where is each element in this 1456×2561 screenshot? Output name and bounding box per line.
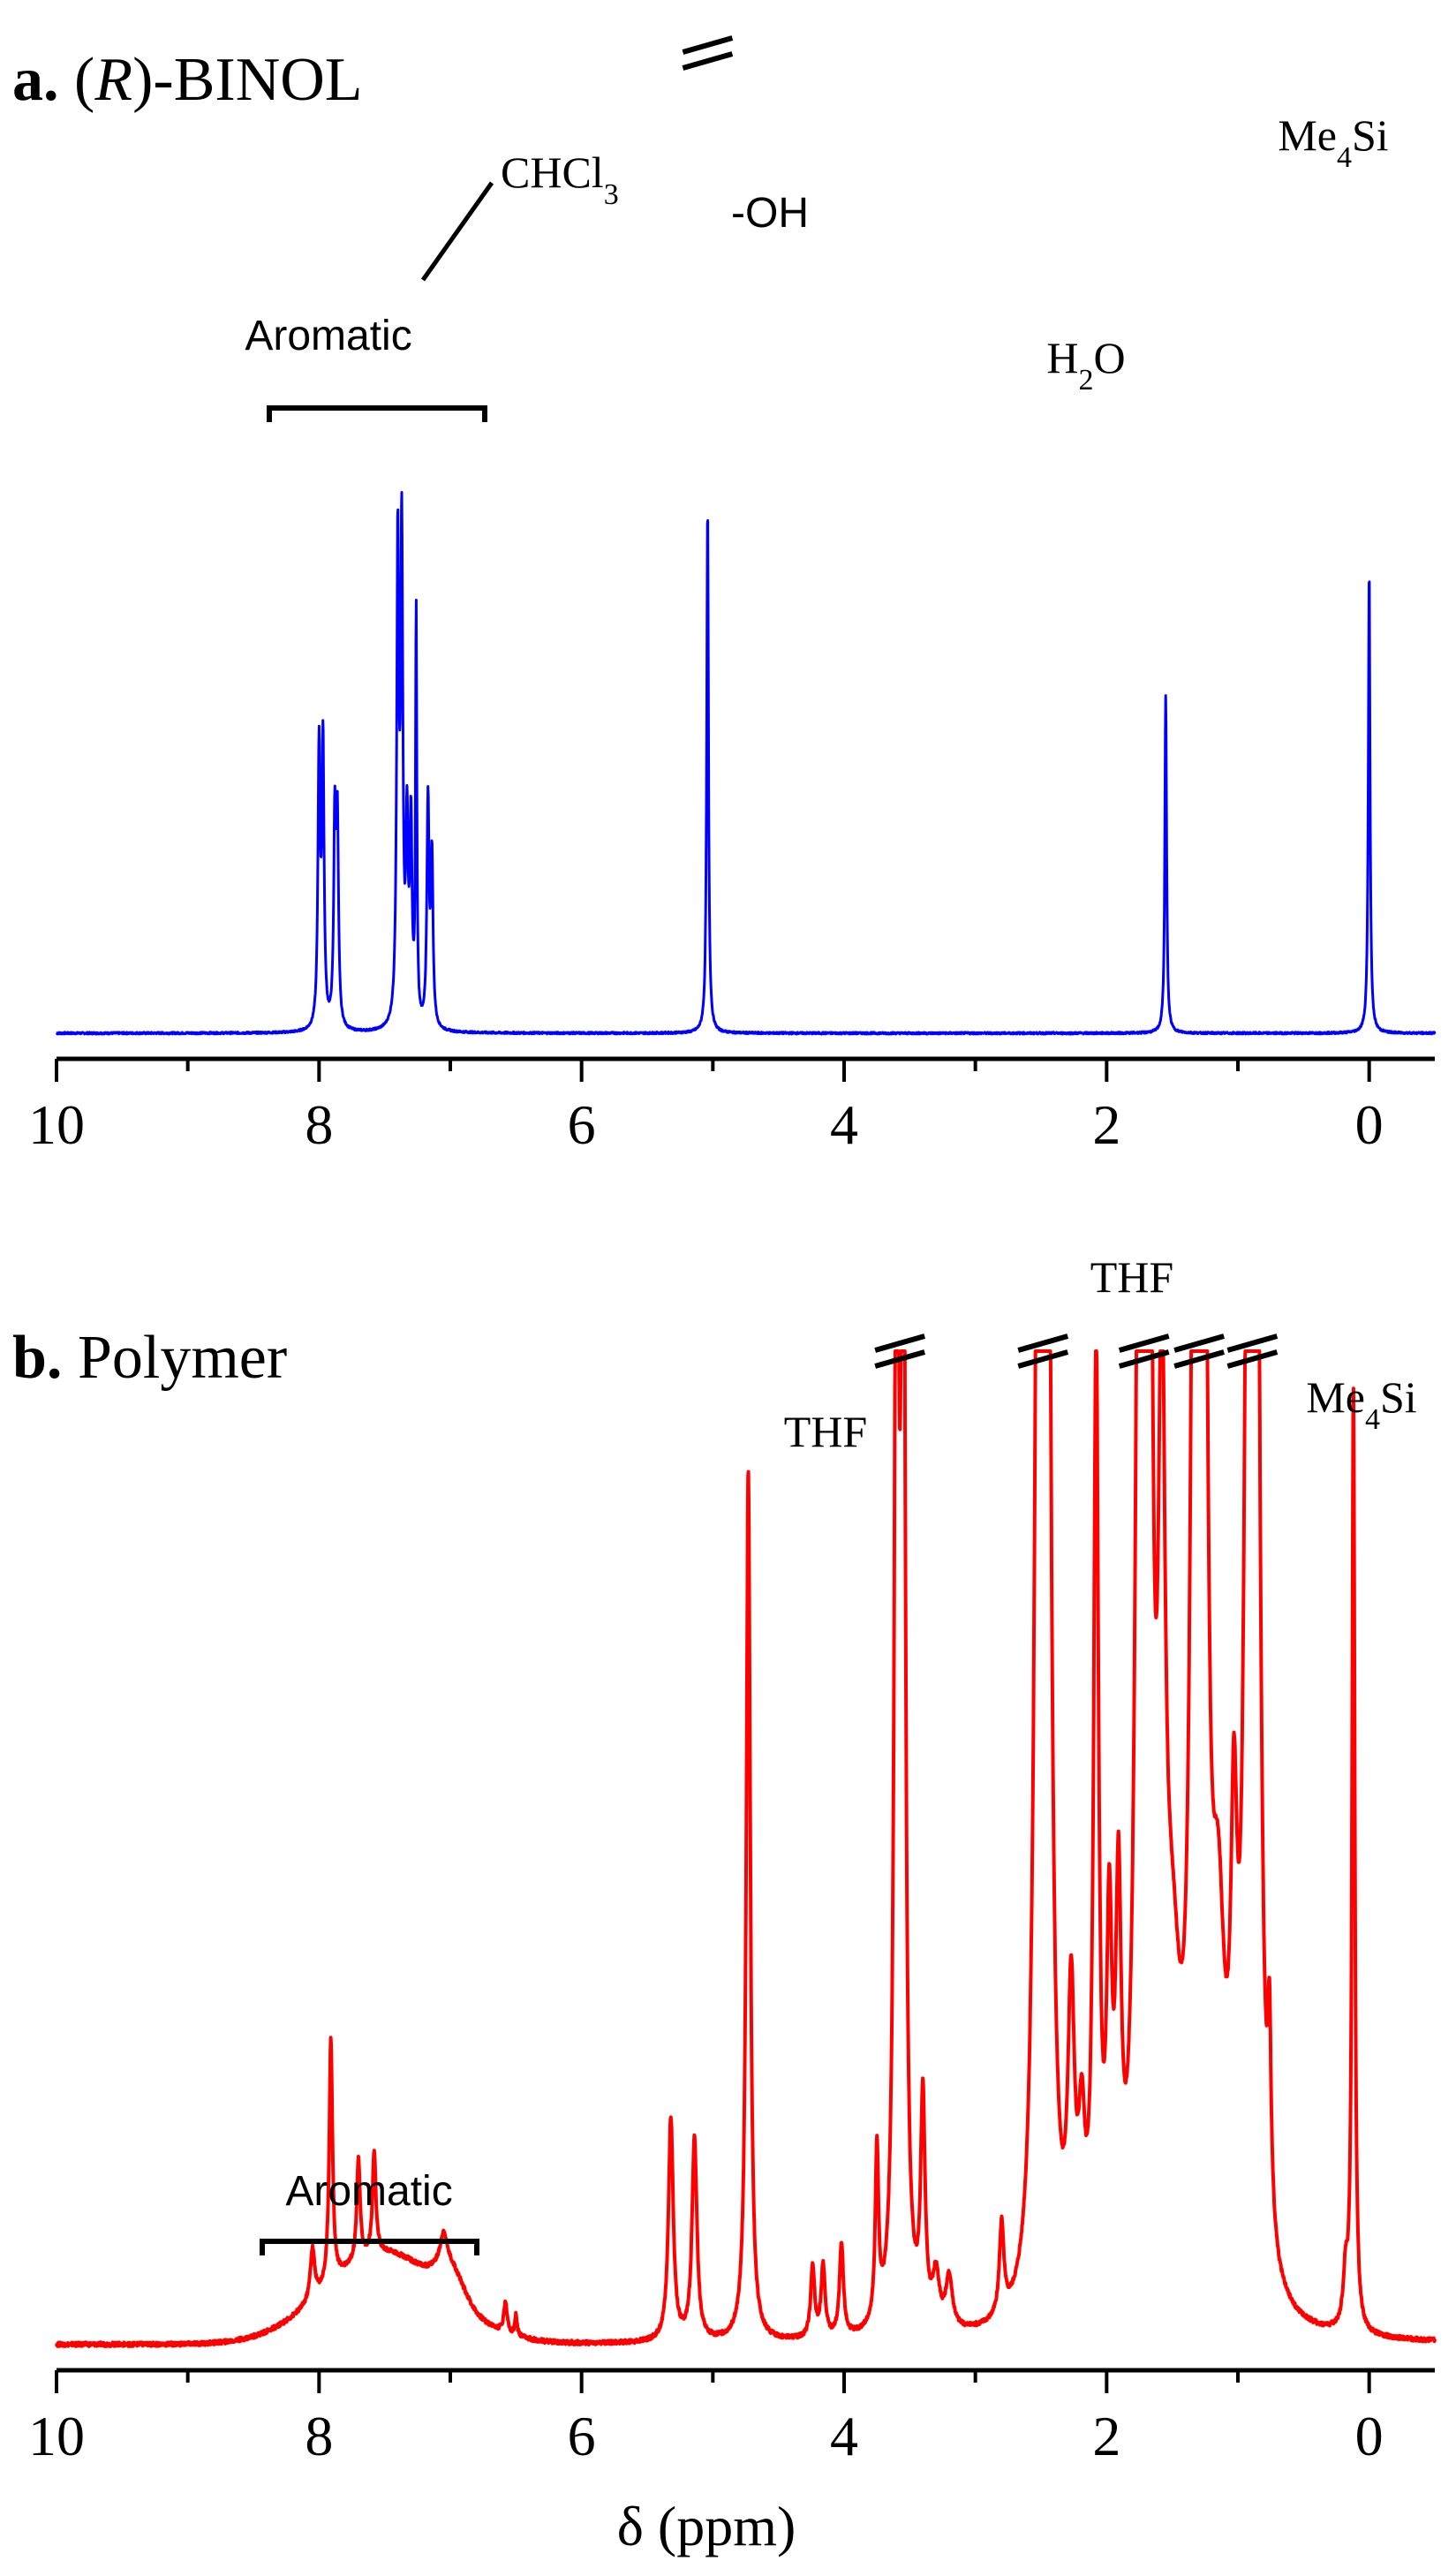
panel-b-ticks: 10 8 6 4 2 0	[28, 2370, 1384, 2467]
spectrum-a-trace	[55, 491, 1437, 1036]
h2o-after: O	[1094, 333, 1126, 382]
panel-a-label: a.	[12, 46, 59, 114]
axis-break-mark	[1226, 1333, 1279, 1353]
axis-break-mark	[1017, 1333, 1069, 1353]
x-axis-label: δ (ppm)	[617, 2495, 796, 2557]
panel-b-axis-breaks	[874, 1333, 1279, 1369]
tick-label: 0	[1355, 1093, 1384, 1156]
panel-b-thf-label-top: THF	[1090, 1252, 1173, 1302]
tms-a-after: Si	[1352, 110, 1389, 160]
panel-b-title: b. Polymer	[12, 1324, 287, 1392]
panel-a-title: a. (R)-BINOL	[12, 46, 363, 114]
panel-a-axis-breaks	[682, 35, 734, 71]
axis-break-mark	[682, 51, 734, 71]
panel-b-polymer-spectrum: b. Polymer 10 8 6 4 2 0 Aromatic THF THF Me4S…	[12, 1252, 1437, 2467]
chcl3-main: CHCl	[501, 147, 604, 197]
panel-a-binol-spectrum: a. (R)-BINOL 10 8 6 4 2 0 Aromatic CHCl3 -OH …	[12, 35, 1437, 1156]
panel-a-title-italic: R	[94, 46, 132, 114]
tick-label: 8	[305, 2405, 333, 2467]
tms-a-sub: 4	[1337, 141, 1352, 174]
h2o-main: H	[1046, 333, 1078, 382]
tick-label: 0	[1355, 2405, 1384, 2467]
panel-a-chcl3-leader	[420, 181, 494, 282]
chcl3-sub: 3	[604, 178, 619, 211]
axis-break-mark	[1017, 1349, 1069, 1369]
panel-a-aromatic-bracket	[267, 405, 487, 422]
panel-b-aromatic-bracket	[260, 2239, 479, 2255]
panel-a-aromatic-label: Aromatic	[245, 313, 411, 359]
tick-label: 4	[830, 2405, 858, 2467]
axis-break-mark	[1118, 1333, 1170, 1353]
panel-b-thf-label-left: THF	[784, 1407, 867, 1456]
panel-a-title-suffix: )-BINOL	[132, 46, 362, 114]
tick-label: 10	[28, 2405, 85, 2467]
tick-label: 2	[1092, 2405, 1120, 2467]
tms-a-main: Me	[1278, 110, 1337, 160]
panel-b-tms-label: Me4Si	[1306, 1372, 1416, 1436]
panel-a-h2o-label: H2O	[1046, 333, 1125, 397]
panel-a-tms-label: Me4Si	[1278, 110, 1388, 174]
tms-b-sub: 4	[1365, 1403, 1380, 1436]
axis-break-mark	[874, 1349, 926, 1369]
panel-a-oh-label: -OH	[731, 190, 809, 237]
spectrum-b-trace	[55, 1349, 1437, 2348]
axis-break-mark	[874, 1333, 926, 1353]
tick-label: 8	[305, 1093, 333, 1156]
panel-a-ticks: 10 8 6 4 2 0	[28, 1059, 1384, 1156]
axis-break-mark	[1226, 1349, 1279, 1369]
panel-a-title-prefix: (	[74, 46, 94, 114]
tick-label: 10	[28, 1093, 85, 1156]
tick-label: 2	[1092, 1093, 1120, 1156]
panel-b-title-text: Polymer	[78, 1324, 287, 1392]
tms-b-main: Me	[1306, 1372, 1365, 1422]
tms-b-after: Si	[1380, 1372, 1417, 1422]
panel-b-aromatic-label: Aromatic	[285, 2168, 452, 2215]
tick-label: 4	[830, 1093, 858, 1156]
axis-break-mark	[1118, 1349, 1170, 1369]
axis-break-mark	[1173, 1333, 1225, 1353]
tick-label: 6	[568, 2405, 596, 2467]
panel-a-chcl3-label: CHCl3	[501, 147, 619, 211]
h2o-sub: 2	[1079, 364, 1094, 397]
panel-b-label: b.	[12, 1324, 62, 1392]
tick-label: 6	[568, 1093, 596, 1156]
axis-break-mark	[1173, 1349, 1225, 1369]
axis-break-mark	[682, 35, 734, 55]
